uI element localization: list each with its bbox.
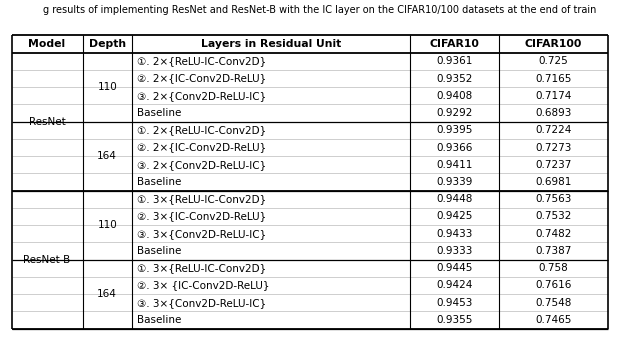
Text: 110: 110 (97, 220, 117, 230)
Text: 0.9339: 0.9339 (436, 177, 473, 187)
Text: 0.9433: 0.9433 (436, 229, 473, 239)
Text: 0.758: 0.758 (539, 263, 568, 273)
Text: ①. 2×{ReLU-IC-Conv2D}: ①. 2×{ReLU-IC-Conv2D} (137, 125, 266, 135)
Text: 0.7165: 0.7165 (535, 74, 572, 83)
Text: Baseline: Baseline (137, 246, 182, 256)
Text: CIFAR10: CIFAR10 (429, 39, 479, 49)
Text: Baseline: Baseline (137, 177, 182, 187)
Text: CIFAR100: CIFAR100 (525, 39, 582, 49)
Text: ②. 2×{IC-Conv2D-ReLU}: ②. 2×{IC-Conv2D-ReLU} (137, 74, 266, 83)
Text: ③. 2×{Conv2D-ReLU-IC}: ③. 2×{Conv2D-ReLU-IC} (137, 91, 266, 101)
Text: 0.7482: 0.7482 (535, 229, 572, 239)
Text: 0.9448: 0.9448 (436, 194, 473, 204)
Text: 0.9333: 0.9333 (436, 246, 473, 256)
Text: 0.7174: 0.7174 (535, 91, 572, 101)
Text: 0.9355: 0.9355 (436, 315, 473, 325)
Text: ③. 3×{Conv2D-ReLU-IC}: ③. 3×{Conv2D-ReLU-IC} (137, 298, 266, 308)
Text: Depth: Depth (89, 39, 126, 49)
Text: Baseline: Baseline (137, 108, 182, 118)
Text: 0.7563: 0.7563 (535, 194, 572, 204)
Text: 0.9425: 0.9425 (436, 212, 473, 221)
Text: 0.9408: 0.9408 (436, 91, 473, 101)
Text: ResNet-B: ResNet-B (24, 255, 70, 265)
Text: ①. 3×{ReLU-IC-Conv2D}: ①. 3×{ReLU-IC-Conv2D} (137, 194, 266, 204)
Text: 0.7237: 0.7237 (535, 160, 572, 170)
Text: Baseline: Baseline (137, 315, 182, 325)
Text: 0.7224: 0.7224 (535, 125, 572, 135)
Text: 0.7532: 0.7532 (535, 212, 572, 221)
Text: 0.9352: 0.9352 (436, 74, 473, 83)
Text: 0.9411: 0.9411 (436, 160, 473, 170)
Text: ①. 2×{ReLU-IC-Conv2D}: ①. 2×{ReLU-IC-Conv2D} (137, 56, 266, 66)
Text: 164: 164 (97, 151, 117, 161)
Text: 0.7387: 0.7387 (535, 246, 572, 256)
Text: 0.6981: 0.6981 (535, 177, 572, 187)
Text: 0.9366: 0.9366 (436, 143, 473, 152)
Text: ③. 2×{Conv2D-ReLU-IC}: ③. 2×{Conv2D-ReLU-IC} (137, 160, 266, 170)
Text: 0.7616: 0.7616 (535, 281, 572, 290)
Text: 0.7273: 0.7273 (535, 143, 572, 152)
Text: 0.9445: 0.9445 (436, 263, 473, 273)
Text: 110: 110 (97, 82, 117, 92)
Text: 0.9424: 0.9424 (436, 281, 473, 290)
Text: ②. 3× {IC-Conv2D-ReLU}: ②. 3× {IC-Conv2D-ReLU} (137, 281, 269, 290)
Text: 0.9395: 0.9395 (436, 125, 473, 135)
Text: ②. 2×{IC-Conv2D-ReLU}: ②. 2×{IC-Conv2D-ReLU} (137, 143, 266, 152)
Text: 0.725: 0.725 (539, 56, 568, 66)
Text: 0.9292: 0.9292 (436, 108, 473, 118)
Text: ②. 3×{IC-Conv2D-ReLU}: ②. 3×{IC-Conv2D-ReLU} (137, 212, 266, 221)
Text: 164: 164 (97, 289, 117, 299)
Text: ResNet: ResNet (29, 117, 65, 127)
Text: g results of implementing ResNet and ResNet-B with the IC layer on the CIFAR10/1: g results of implementing ResNet and Res… (44, 5, 596, 15)
Text: 0.6893: 0.6893 (535, 108, 572, 118)
Text: Model: Model (28, 39, 65, 49)
Text: Layers in Residual Unit: Layers in Residual Unit (201, 39, 341, 49)
Text: ①. 3×{ReLU-IC-Conv2D}: ①. 3×{ReLU-IC-Conv2D} (137, 263, 266, 273)
Text: 0.9361: 0.9361 (436, 56, 473, 66)
Text: ③. 3×{Conv2D-ReLU-IC}: ③. 3×{Conv2D-ReLU-IC} (137, 229, 266, 239)
Text: 0.7548: 0.7548 (535, 298, 572, 308)
Text: 0.7465: 0.7465 (535, 315, 572, 325)
Text: 0.9453: 0.9453 (436, 298, 473, 308)
